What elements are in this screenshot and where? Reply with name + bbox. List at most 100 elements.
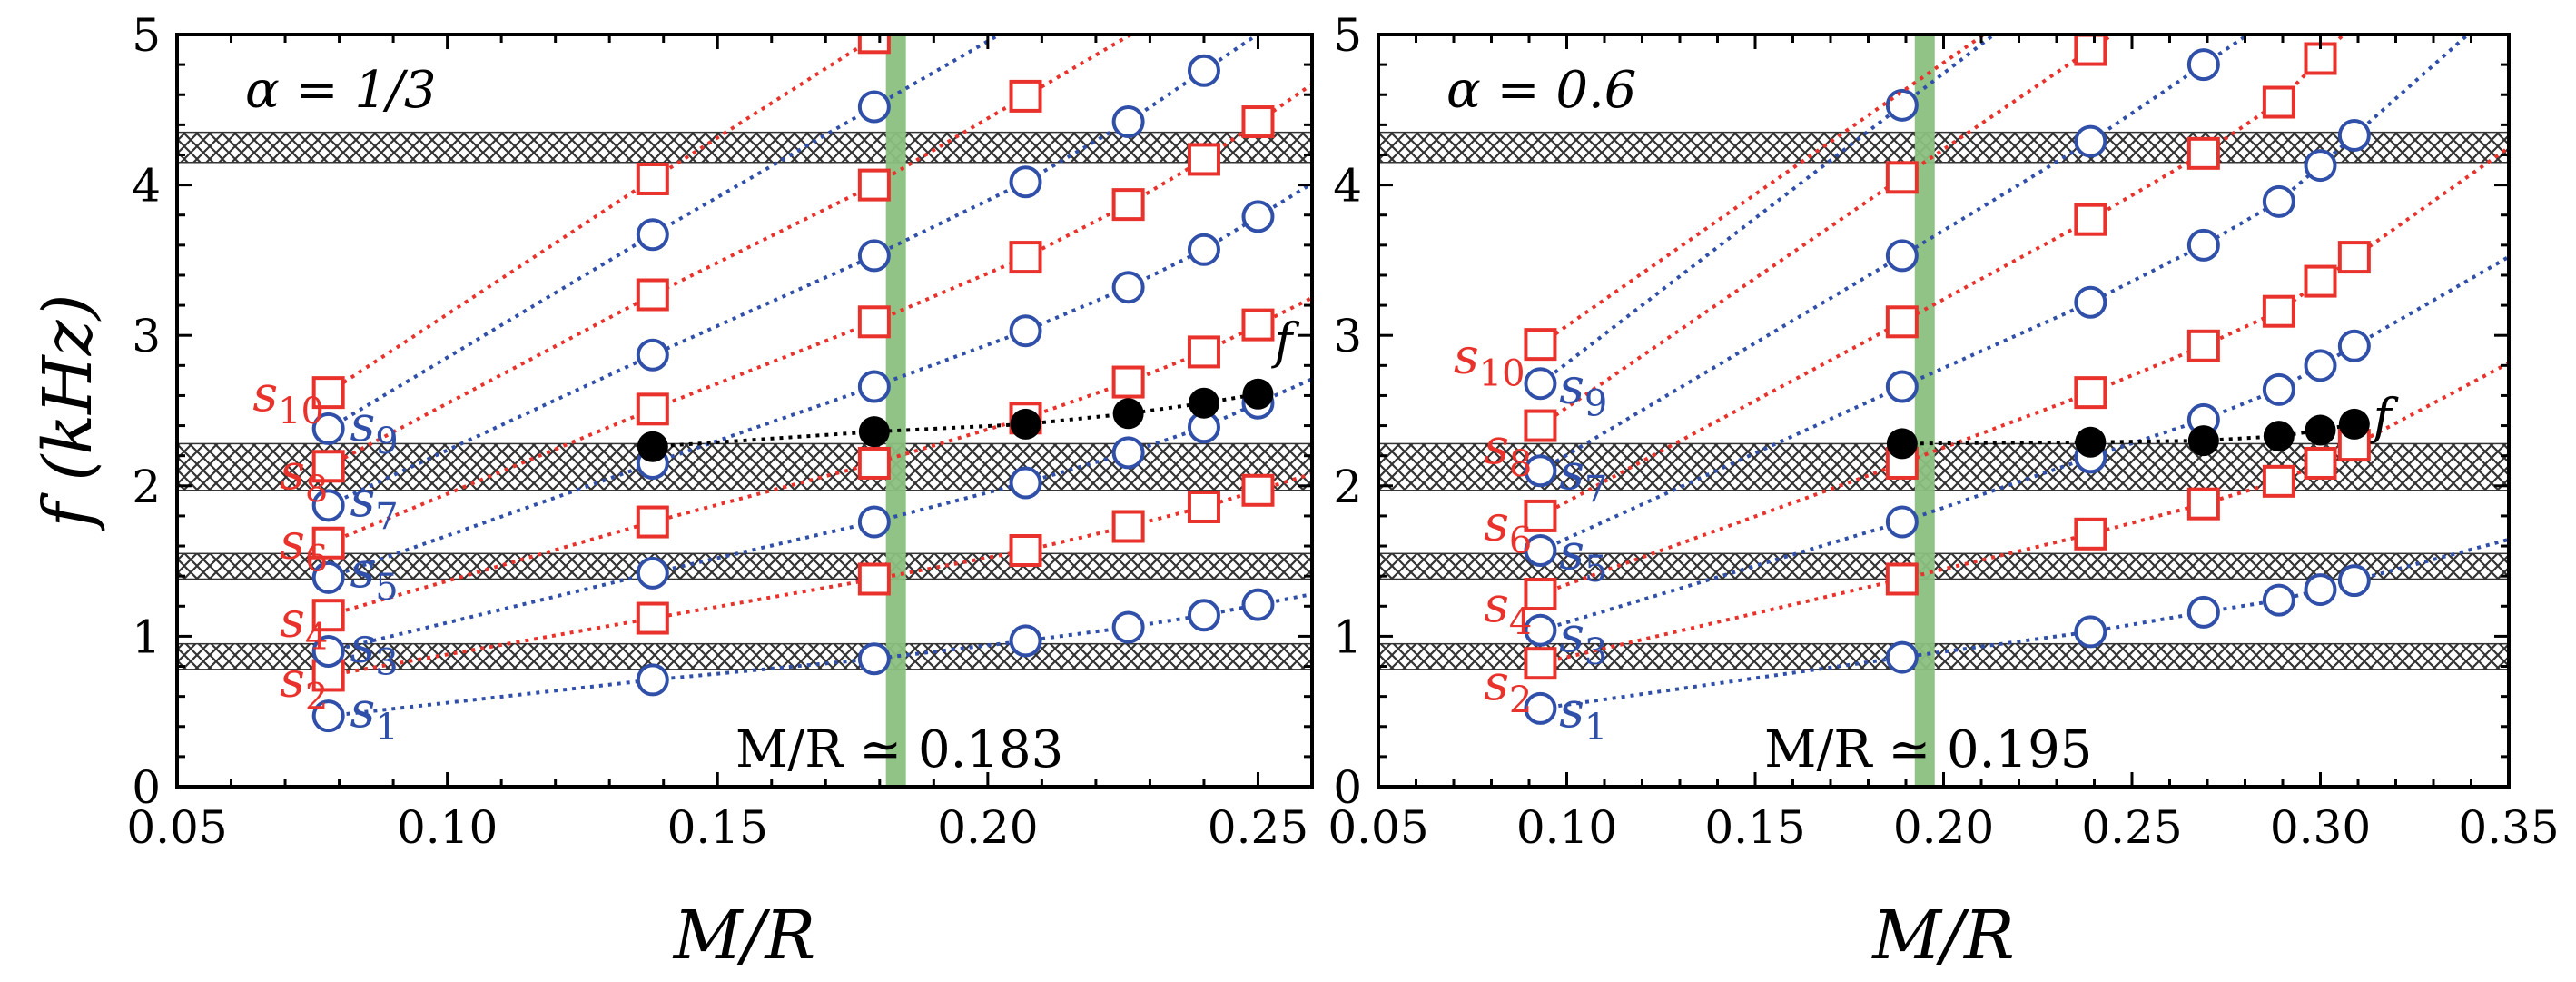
point-s4-3 [857,446,891,480]
point-s5-1 [311,560,345,594]
point-s2-1 [1524,647,1557,680]
series-line-s8 [327,94,1027,469]
point-s5-7 [2337,118,2371,152]
x-axis-label: M/R [672,897,815,975]
y-tick-label-4: 4 [132,160,161,213]
point-s5-1 [1524,534,1557,568]
point-s10-1 [1524,328,1557,362]
point-s1-5 [2262,583,2295,617]
point-s8-4 [1009,79,1042,113]
series-label-s2: s2 [1484,654,1532,721]
y-tick-label-5: 5 [132,9,161,62]
point-s4-5 [2262,294,2295,328]
series-line-s9 [327,104,875,431]
y-tick-label-0: 0 [132,761,161,814]
point-s4-6 [1187,335,1220,369]
critical-value-label: M/R ≃ 0.195 [1764,720,2092,779]
point-s5-4 [1009,314,1042,348]
series-line-s4 [1539,255,2356,596]
point-s1-6 [2304,573,2337,607]
point-s2-5 [1111,510,1145,543]
series-extension-s8 [2089,35,2117,52]
point-s8-1 [311,450,345,483]
x-tick-label-0.15: 0.15 [1704,801,1805,854]
point-s9-1 [1524,367,1557,401]
point-s3-1 [1524,613,1557,647]
point-s2-7 [1241,473,1275,507]
y-tick-label-2: 2 [1333,461,1362,513]
point-s2-2 [1885,562,1919,596]
point-f-2 [858,416,890,448]
point-s10-1 [311,376,345,410]
x-tick-label-0.05: 0.05 [126,801,227,854]
point-s10-2 [636,162,669,195]
point-s3-5 [1111,436,1145,470]
point-s9-3 [857,90,891,124]
point-s4-6 [2304,264,2337,298]
point-s4-4 [2186,329,2220,362]
y-tick-label-0: 0 [1333,761,1362,814]
point-s2-6 [2304,446,2337,480]
series-line-s7 [1539,63,2206,472]
point-s4-5 [1111,365,1145,399]
point-s3-2 [636,556,669,590]
series-line-s7 [327,69,1206,508]
hatched-band-1 [177,642,1312,670]
point-f-4 [2263,421,2295,452]
series-label-s8: s8 [280,443,328,511]
y-tick-label-5: 5 [1333,9,1362,62]
series-extension-s9 [873,35,1003,109]
y-tick-label-1: 1 [132,610,161,663]
series-label-s5: s5 [1559,523,1607,590]
point-s1-3 [2074,615,2107,649]
series-extension-s10 [873,35,883,39]
hatched-band-2 [177,552,1312,580]
series-label-f: f [1270,312,1299,370]
point-s1-5 [1111,610,1145,644]
x-tick-label-0.35: 0.35 [2458,801,2559,854]
series-label-s3: s3 [1559,606,1607,673]
series-label-s2: s2 [280,651,328,719]
point-s1-7 [1241,588,1275,621]
x-tick-label-0.10: 0.10 [397,801,498,854]
point-s8-3 [2074,35,2107,66]
point-s2-4 [2186,487,2220,521]
series-label-f: f [2370,388,2399,445]
panel-annotation: α = 1/3 [245,61,436,120]
series-label-s9: s9 [1559,358,1607,425]
series-label-s1: s1 [1559,681,1607,749]
critical-value-label: M/R ≃ 0.183 [735,720,1063,779]
series-extension-s10 [1539,35,1988,346]
point-s3-3 [857,505,891,539]
series-line-s9 [1539,104,1904,385]
point-s4-7 [1241,308,1275,342]
point-s5-3 [2074,285,2107,319]
point-s6-5 [1111,188,1145,222]
series-label-s10: s10 [1454,328,1525,395]
point-s2-4 [1009,534,1042,568]
point-f-5 [1188,387,1219,419]
point-s5-4 [2186,228,2220,262]
x-tick-label-0.30: 0.30 [2270,801,2371,854]
point-s4-1 [311,599,345,632]
series-extension-s6 [1257,82,1312,124]
series-label-s1: s1 [350,681,398,749]
point-s8-3 [857,168,891,202]
point-s7-3 [2074,124,2107,158]
point-s4-1 [1524,578,1557,611]
point-s6-1 [311,526,345,560]
y-tick-label-3: 3 [132,310,161,362]
x-tick-label-0.10: 0.10 [1516,801,1617,854]
point-s7-4 [2186,48,2220,82]
x-axis-label: M/R [1870,897,2014,975]
series-line-s10 [327,35,875,394]
series-extension-s3 [2353,254,2509,348]
y-tick-label-2: 2 [132,461,161,513]
point-s5-6 [2304,149,2337,183]
point-s9-1 [311,412,345,445]
point-s1-2 [1885,640,1919,674]
series-extension-s1 [2354,537,2509,583]
series-label-s7: s7 [1559,443,1607,511]
point-s1-6 [1187,599,1220,632]
